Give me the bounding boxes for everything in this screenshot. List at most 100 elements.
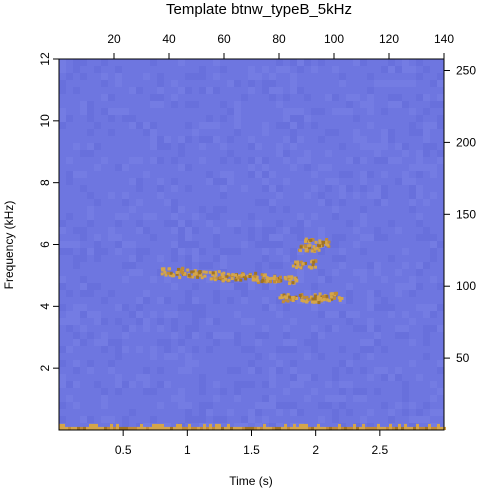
x-top-tick-label: 140 — [434, 32, 454, 46]
noise-cell — [262, 157, 269, 164]
x-top-tick-label: 20 — [107, 32, 121, 46]
noise-cell — [269, 381, 276, 388]
noise-cell — [269, 374, 276, 381]
signal-point — [253, 275, 256, 278]
noise-cell — [234, 122, 241, 129]
noise-cell — [199, 136, 206, 143]
noise-cell — [206, 87, 213, 94]
noise-cell — [360, 59, 367, 66]
noise-cell — [437, 360, 444, 367]
noise-cell — [234, 248, 241, 255]
signal-point — [317, 301, 320, 304]
noise-cell — [192, 283, 199, 290]
noise-cell — [346, 157, 353, 164]
noise-cell — [220, 255, 227, 262]
band-cell — [398, 424, 401, 430]
noise-cell — [94, 255, 101, 262]
noise-cell — [143, 248, 150, 255]
noise-cell — [108, 108, 115, 115]
noise-cell — [374, 367, 381, 374]
noise-cell — [115, 73, 122, 80]
signal-point — [273, 280, 276, 283]
noise-cell — [388, 94, 395, 101]
noise-cell — [227, 136, 234, 143]
noise-cell — [437, 409, 444, 416]
noise-cell — [353, 388, 360, 395]
noise-cell — [122, 346, 129, 353]
noise-cell — [437, 325, 444, 332]
signal-point — [284, 277, 287, 280]
noise-cell — [108, 115, 115, 122]
noise-cell — [255, 353, 262, 360]
noise-cell — [234, 101, 241, 108]
noise-cell — [59, 346, 66, 353]
noise-cell — [269, 206, 276, 213]
noise-cell — [346, 220, 353, 227]
noise-cell — [430, 325, 437, 332]
noise-cell — [346, 367, 353, 374]
noise-cell — [101, 388, 108, 395]
noise-cell — [199, 157, 206, 164]
noise-cell — [346, 283, 353, 290]
noise-cell — [122, 276, 129, 283]
band-cell — [353, 424, 356, 430]
noise-cell — [227, 332, 234, 339]
noise-cell — [255, 157, 262, 164]
signal-point — [292, 296, 295, 299]
noise-cell — [423, 122, 430, 129]
noise-cell — [66, 248, 73, 255]
noise-cell — [262, 332, 269, 339]
noise-cell — [122, 199, 129, 206]
noise-cell — [178, 227, 185, 234]
noise-cell — [101, 297, 108, 304]
noise-cell — [297, 66, 304, 73]
noise-cell — [325, 276, 332, 283]
noise-cell — [381, 143, 388, 150]
noise-cell — [185, 87, 192, 94]
noise-cell — [115, 80, 122, 87]
noise-cell — [192, 213, 199, 220]
noise-cell — [416, 192, 423, 199]
noise-cell — [227, 409, 234, 416]
noise-cell — [262, 304, 269, 311]
noise-cell — [381, 157, 388, 164]
noise-cell — [318, 332, 325, 339]
noise-cell — [262, 381, 269, 388]
band-cell — [305, 424, 308, 430]
noise-cell — [283, 94, 290, 101]
noise-cell — [178, 248, 185, 255]
noise-cell — [311, 108, 318, 115]
noise-cell — [220, 143, 227, 150]
noise-cell — [416, 416, 423, 423]
signal-point — [304, 244, 307, 247]
band-cell — [158, 424, 161, 430]
noise-cell — [178, 136, 185, 143]
noise-cell — [339, 80, 346, 87]
signal-point — [318, 244, 321, 247]
noise-cell — [157, 367, 164, 374]
noise-cell — [262, 241, 269, 248]
signal-point — [287, 300, 290, 303]
noise-cell — [423, 262, 430, 269]
noise-cell — [374, 339, 381, 346]
signal-point — [304, 240, 307, 243]
noise-cell — [59, 374, 66, 381]
noise-cell — [367, 171, 374, 178]
noise-cell — [227, 178, 234, 185]
signal-point — [340, 297, 343, 300]
noise-cell — [101, 94, 108, 101]
noise-cell — [290, 318, 297, 325]
noise-cell — [381, 374, 388, 381]
noise-cell — [101, 402, 108, 409]
noise-cell — [388, 220, 395, 227]
noise-cell — [290, 227, 297, 234]
noise-cell — [409, 283, 416, 290]
noise-cell — [262, 66, 269, 73]
noise-cell — [80, 339, 87, 346]
noise-cell — [220, 388, 227, 395]
signal-point — [195, 272, 198, 275]
noise-cell — [416, 374, 423, 381]
noise-cell — [339, 73, 346, 80]
band-cell — [284, 424, 287, 430]
noise-cell — [346, 360, 353, 367]
